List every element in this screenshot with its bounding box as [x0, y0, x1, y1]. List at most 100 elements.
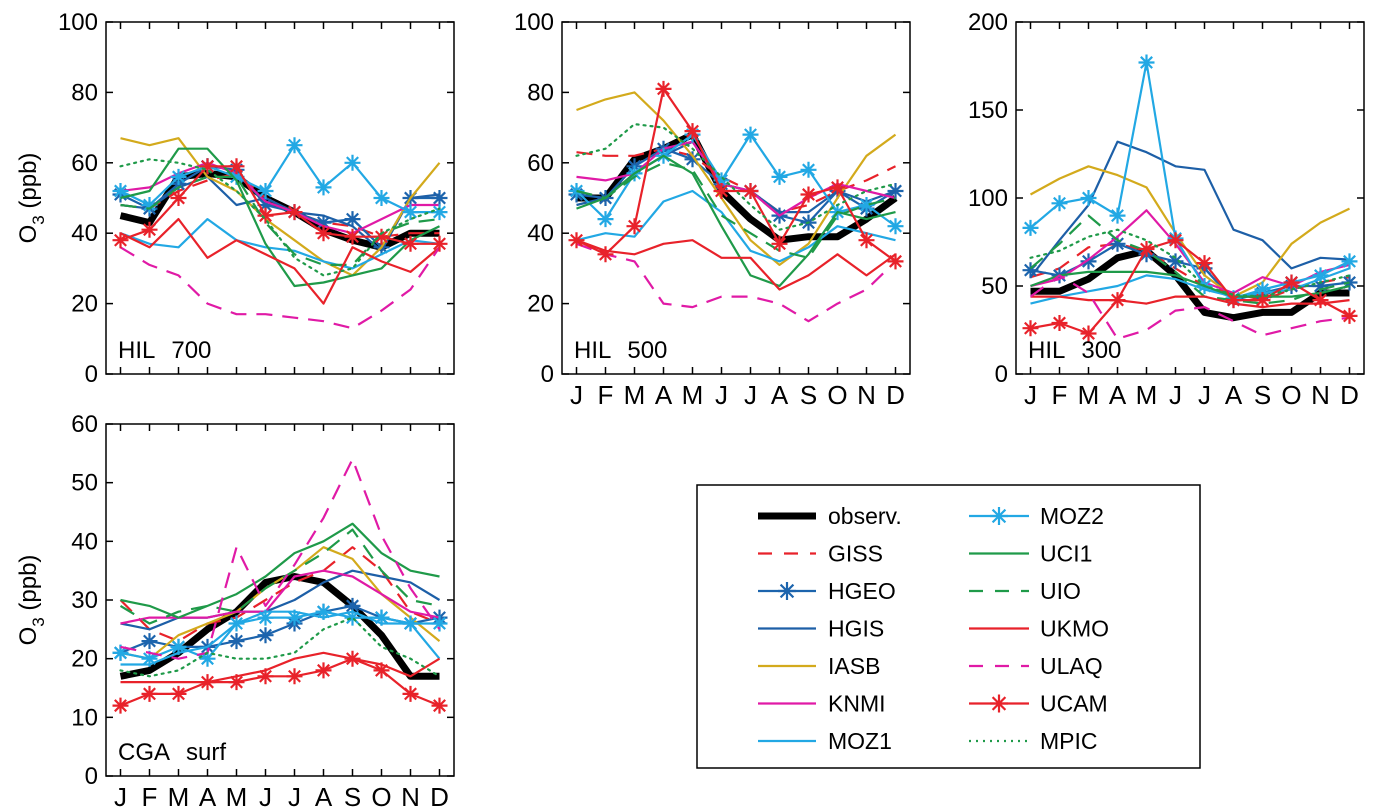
x-tick-label: N	[401, 782, 420, 808]
legend-marker	[990, 694, 1008, 713]
legend-item-mpic: MPIC	[969, 728, 1098, 754]
data-point-ucam	[1022, 320, 1039, 337]
data-point-moz2	[1080, 190, 1097, 206]
x-tick-label: M	[1136, 380, 1158, 410]
series-group	[568, 80, 904, 323]
y-tick-label: 200	[968, 9, 1008, 36]
data-point-moz2	[257, 183, 274, 199]
data-point-moz2	[373, 190, 390, 206]
data-point-ucam	[1051, 315, 1068, 331]
series-line-mpic	[575, 122, 897, 231]
data-point-moz2	[771, 168, 788, 185]
legend-item-observ: observ.	[758, 503, 902, 529]
x-tick-label: A	[771, 380, 789, 410]
data-point-ucam	[1138, 241, 1155, 257]
y-tick-label: 30	[71, 587, 98, 614]
data-point-ucam	[1109, 292, 1126, 309]
data-point-hgeo	[257, 197, 274, 213]
y-tick-label: 10	[71, 704, 98, 731]
legend-marker	[990, 507, 1008, 525]
legend-item-moz1: MOZ1	[758, 728, 892, 754]
x-tick-label: A	[655, 380, 673, 410]
x-tick-label: M	[1078, 380, 1100, 410]
data-point-ucam	[713, 183, 730, 199]
y-tick-label: 20	[527, 291, 554, 318]
x-tick-label: F	[598, 380, 614, 410]
data-point-hgeo	[684, 151, 701, 168]
x-tick-label: F	[142, 782, 158, 808]
data-point-moz2	[373, 609, 390, 626]
x-tick-label: N	[857, 380, 876, 410]
legend-label: UCI1	[1040, 541, 1092, 567]
data-point-ucam	[315, 662, 332, 679]
data-point-moz2	[141, 650, 158, 667]
data-point-ucam	[373, 662, 390, 679]
data-point-moz2	[257, 609, 274, 626]
y-tick-label: 60	[527, 150, 554, 177]
y-tick-label: 150	[968, 97, 1008, 124]
data-point-ucam	[626, 218, 643, 235]
y-tick-label: 20	[71, 291, 98, 318]
legend-column-1: observ. GISS HGEO HGIS IASB KNMI MOZ1	[758, 503, 902, 754]
data-point-ucam	[1080, 325, 1097, 342]
data-point-ucam	[1341, 307, 1358, 324]
x-tick-label: A	[1225, 380, 1243, 410]
series-line-hgis	[1029, 140, 1350, 278]
legend-label: observ.	[828, 503, 902, 529]
series-line-uio	[1029, 214, 1350, 305]
x-tick-label: D	[886, 380, 905, 410]
series-line-iasb	[120, 137, 441, 277]
legend-item-ukmo: UKMO	[969, 616, 1109, 642]
data-point-ucam	[1225, 292, 1242, 309]
data-point-ucam	[228, 674, 245, 691]
x-tick-label: J	[1169, 380, 1182, 410]
panel-label-level: 500	[627, 337, 667, 364]
series-line-moz2	[1029, 61, 1350, 300]
x-tick-label: A	[199, 782, 217, 808]
data-point-moz2	[315, 179, 332, 196]
data-point-moz2	[858, 197, 875, 213]
data-point-hgeo	[344, 597, 361, 614]
data-point-hgeo	[315, 214, 332, 231]
data-point-hgeo	[257, 627, 274, 644]
data-point-hgeo	[1022, 262, 1039, 279]
series-line-moz1	[576, 189, 896, 263]
legend-item-uio: UIO	[969, 578, 1081, 604]
data-point-ucam	[597, 246, 614, 263]
x-tick-label: D	[1340, 380, 1359, 410]
data-point-moz2	[286, 137, 303, 154]
plot-frame	[1015, 21, 1365, 375]
legend-item-knmi: KNMI	[758, 691, 886, 717]
series-line-uci1	[576, 154, 896, 288]
y-tick-label: 0	[85, 763, 98, 790]
series-line-ukmo	[1030, 295, 1350, 309]
x-tick-label: O	[1281, 380, 1301, 410]
y-axis-label: O3 (ppb)	[15, 555, 48, 646]
series-group	[112, 137, 448, 330]
series-line-mpic	[119, 158, 441, 277]
data-point-ucam	[170, 190, 187, 206]
data-point-ucam	[286, 668, 303, 685]
series-line-uio	[120, 175, 440, 266]
series-line-knmi	[120, 569, 440, 625]
data-point-ucam	[431, 697, 448, 714]
legend-label: MPIC	[1040, 728, 1098, 754]
data-point-ucam	[1167, 232, 1184, 249]
x-tick-label: J	[288, 782, 301, 808]
panel-label-station: HIL	[1028, 337, 1065, 364]
series-group	[1022, 54, 1358, 342]
x-tick-label: A	[1109, 380, 1127, 410]
data-point-hgeo	[1109, 235, 1126, 252]
data-point-ucam	[170, 685, 187, 702]
data-point-ucam	[112, 697, 129, 714]
data-point-moz2	[344, 154, 361, 171]
panel-label: HIL 700	[118, 337, 211, 364]
data-point-moz2	[742, 126, 759, 143]
series-line-ulaq	[576, 242, 897, 323]
y-tick-label: 50	[981, 273, 1008, 300]
series-line-hgis	[120, 569, 441, 631]
data-point-moz2	[141, 197, 158, 213]
legend-label: HGIS	[828, 616, 884, 642]
data-point-moz2	[402, 615, 419, 632]
data-point-moz2	[800, 161, 817, 178]
